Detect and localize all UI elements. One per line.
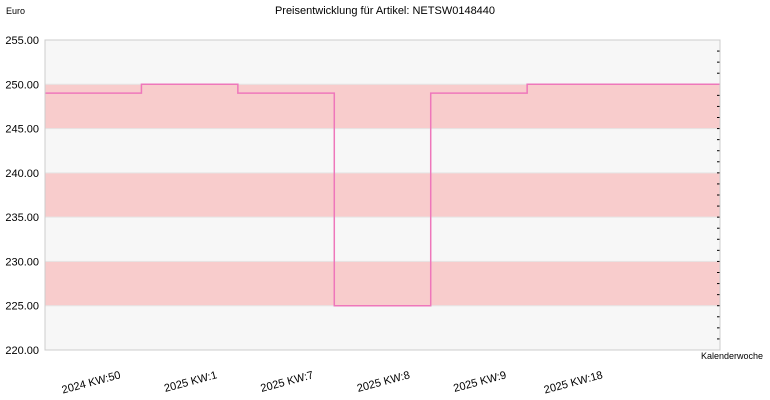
band-5 [45,84,720,129]
chart-title: Preisentwicklung für Artikel: NETSW01484… [274,5,496,17]
y-tick-labels: 220.00 225.00 230.00 235.00 240.00 245.00 250.… [5,35,39,357]
x-tick-label: 2025 KW:1 [163,369,218,395]
x-tick-label: 2025 KW:8 [356,369,411,395]
y-axis-label: Euro [6,6,26,16]
x-tick-label: 2025 KW:7 [259,369,314,395]
y-tick-label: 230.00 [5,256,39,268]
band-2 [45,217,720,262]
x-tick-label: 2025 KW:18 [543,369,604,396]
x-tick-labels: 2024 KW:50 2025 KW:1 2025 KW:7 2025 KW:8 202… [61,369,605,396]
x-tick-label: 2024 KW:50 [61,369,122,396]
y-tick-label: 220.00 [5,345,39,357]
band-4 [45,128,720,173]
x-axis-label: Kalenderwoche [700,351,763,361]
band-6 [45,40,720,85]
y-tick-label: 235.00 [5,212,39,224]
background-bands [45,40,720,350]
band-1 [45,261,720,306]
y-tick-label: 250.00 [5,79,39,91]
x-tick-label: 2025 KW:9 [452,369,507,395]
price-series-line [45,83,720,307]
y-tick-label: 225.00 [5,301,39,313]
plot-frame [44,39,721,351]
y-tick-label: 245.00 [5,124,39,136]
band-0 [45,305,720,350]
band-3 [45,172,720,218]
y-tick-label: 240.00 [5,168,39,180]
y-tick-label: 255.00 [5,35,39,47]
